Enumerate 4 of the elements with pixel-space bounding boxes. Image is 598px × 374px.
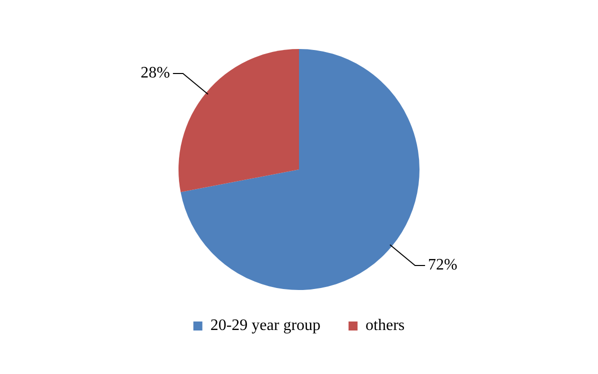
legend-label: 20-29 year group xyxy=(210,317,321,334)
data-label: 72% xyxy=(428,256,458,274)
data-label: 28% xyxy=(140,64,170,82)
legend-label: others xyxy=(366,317,405,334)
